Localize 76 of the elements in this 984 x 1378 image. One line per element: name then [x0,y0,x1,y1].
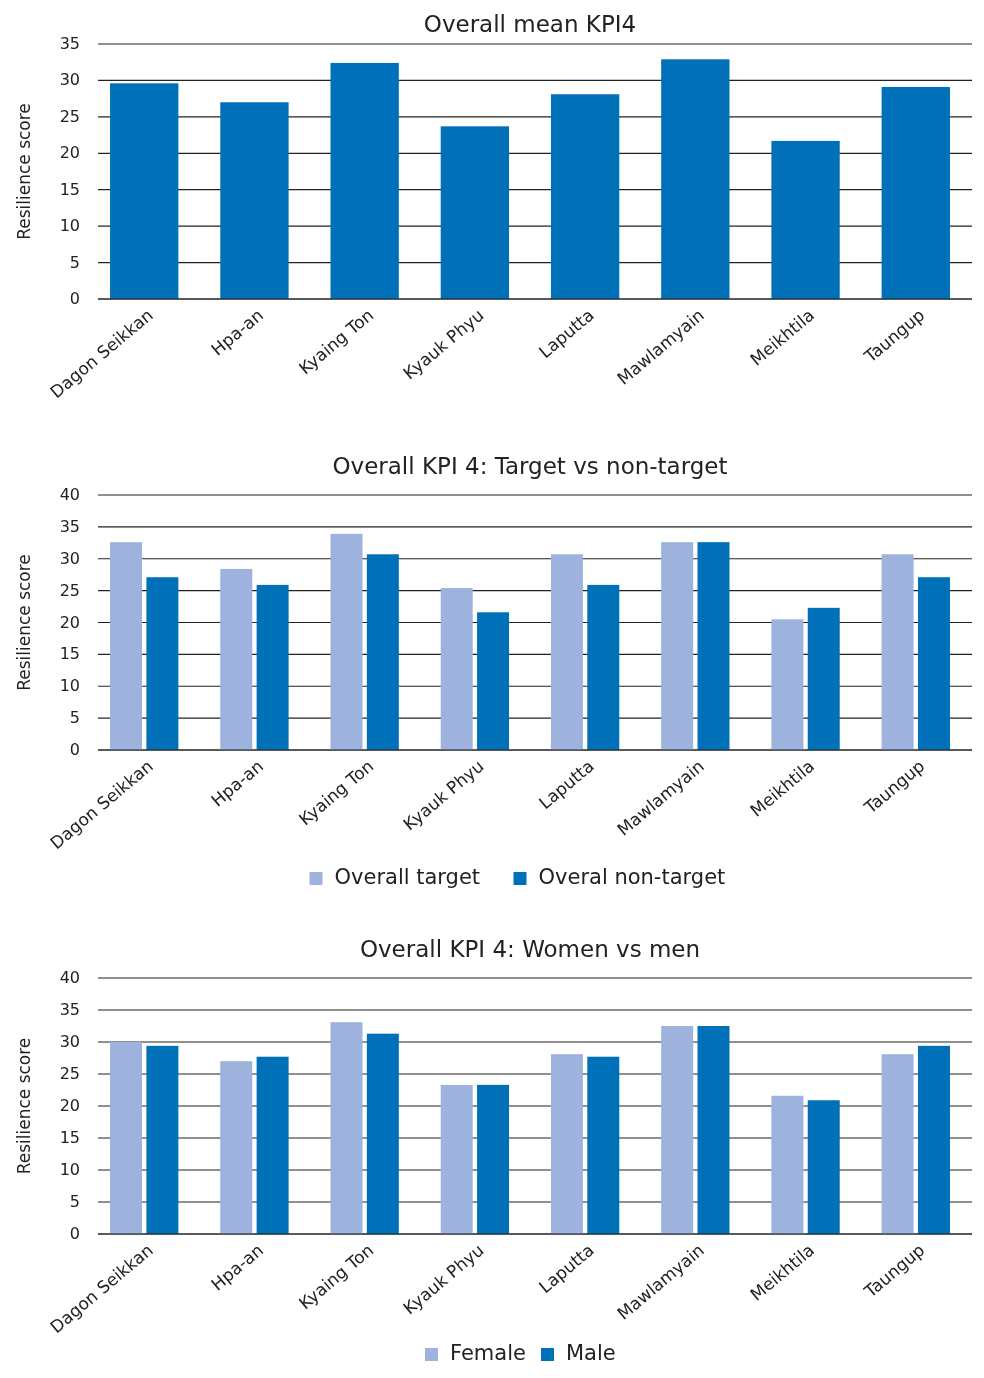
chart-title: Overall mean KPI4 [423,11,637,37]
bar [110,83,179,299]
bar [550,1054,583,1234]
chart-title: Overall KPI 4: Target vs non-target [332,453,728,479]
bar [220,568,253,750]
bar [146,1045,179,1234]
bar [110,542,143,750]
y-tick-label: 30 [59,1032,80,1051]
y-tick-label: 35 [59,1000,80,1019]
legend-label: Overal non-target [538,865,726,889]
bar [697,1026,730,1234]
bar [366,1033,399,1234]
y-tick-label: 15 [59,179,80,199]
bar [550,554,583,750]
bar [440,588,473,750]
bar [771,619,804,750]
bar [330,1022,363,1234]
y-tick-label: 25 [59,106,80,126]
bar [587,584,620,750]
bar [697,542,730,750]
bar [881,86,950,299]
y-tick-label: 25 [59,580,80,600]
y-tick-label: 25 [59,1064,80,1083]
legend-label: Overall target [334,865,481,889]
bar [220,1061,253,1234]
bar [881,554,914,750]
y-axis-title: Resilience score [14,554,34,691]
y-tick-label: 5 [69,708,80,728]
y-tick-label: 5 [69,1192,80,1211]
y-tick-label: 30 [59,70,80,90]
chart-title: Overall KPI 4: Women vs men [359,936,701,962]
bar [587,1056,620,1234]
bar [110,1042,143,1234]
bar [917,1045,950,1234]
y-tick-label: 0 [69,289,80,308]
y-tick-label: 15 [59,1128,80,1147]
bar [807,1100,840,1234]
y-tick-label: 5 [69,252,80,272]
y-tick-label: 20 [59,612,80,632]
y-tick-label: 20 [59,143,80,163]
bar [440,126,510,299]
y-tick-label: 35 [59,516,80,536]
legend-label: Male [566,1341,616,1365]
bar [771,1095,804,1234]
bar [550,94,620,299]
y-tick-label: 10 [59,1160,80,1179]
bar [661,59,730,299]
bar [917,577,950,750]
bar [661,1026,694,1234]
bar [477,612,510,750]
bar [807,607,840,750]
y-tick-label: 40 [59,968,80,987]
bar [220,102,289,299]
y-tick-label: 0 [69,1224,80,1243]
y-tick-label: 15 [59,644,80,664]
bar [771,140,840,299]
bar [330,533,363,750]
bar [330,62,399,299]
bar [146,577,179,750]
y-tick-label: 35 [59,34,80,53]
y-tick-label: 10 [59,216,80,236]
y-tick-label: 0 [69,740,80,759]
bar [477,1084,510,1234]
y-axis-title: Resilience score [14,1037,34,1175]
y-tick-label: 20 [59,1096,80,1115]
bar [256,1056,289,1234]
legend-label: Female [450,1341,526,1365]
y-tick-label: 30 [59,548,80,568]
bar [256,584,289,750]
bar [661,542,694,750]
bar [440,1084,473,1234]
y-tick-label: 10 [59,676,80,696]
bar [881,1054,914,1234]
y-tick-label: 40 [59,485,80,504]
bar [366,554,399,750]
y-axis-title: Resilience score [14,103,34,240]
